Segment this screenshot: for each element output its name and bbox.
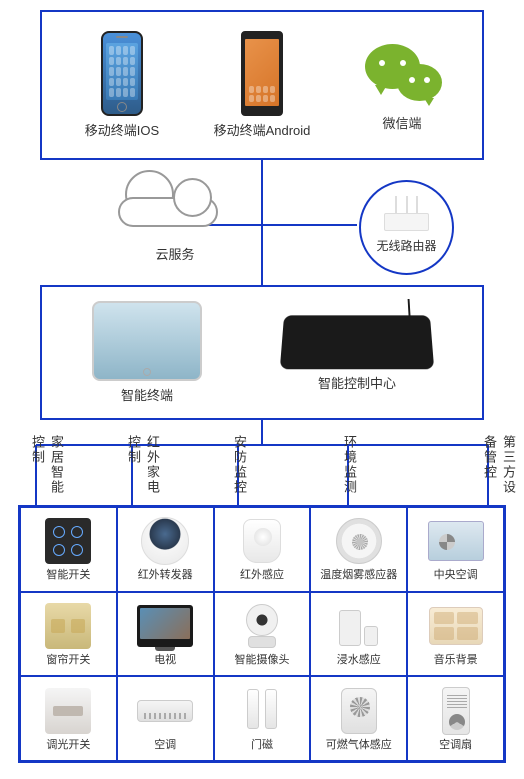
pir-icon <box>243 519 281 563</box>
cell-fan: 空调扇 <box>407 676 504 761</box>
cell-curtain: 窗帘开关 <box>20 592 117 677</box>
smart-terminal: 智能终端 <box>92 301 202 404</box>
gas-sensor-icon <box>341 688 377 734</box>
cloud-icon <box>110 180 230 230</box>
client-ios: 移动终端IOS <box>57 31 187 139</box>
tablet-icon <box>92 301 202 381</box>
curtain-label: 窗帘开关 <box>46 654 90 666</box>
door-sensor-icon <box>247 689 277 733</box>
cell-camera: 智能摄像头 <box>214 592 311 677</box>
client-android: 移动终端Android <box>197 31 327 139</box>
gateway-panel: 智能终端 智能控制中心 <box>40 285 484 420</box>
cell-smart-switch: 智能开关 <box>20 507 117 592</box>
door-label: 门磁 <box>251 739 273 751</box>
ios-label: 移动终端IOS <box>85 120 159 139</box>
music-icon <box>429 607 483 645</box>
cat-ir: 红外家电控制 <box>124 435 162 500</box>
router-label: 无线路由器 <box>376 237 436 254</box>
cell-hvac: 中央空调 <box>407 507 504 592</box>
water-label: 浸水感应 <box>337 654 381 666</box>
clients-panel: 移动终端IOS 移动终端Android 微信端 <box>40 10 484 160</box>
ir-hub-label: 红外转发器 <box>138 569 193 581</box>
dimmer-label: 调光开关 <box>46 739 90 751</box>
ios-phone-icon <box>101 31 143 116</box>
cell-water: 浸水感应 <box>310 592 407 677</box>
control-box-icon <box>280 315 434 369</box>
hvac-label: 中央空调 <box>434 569 478 581</box>
gas-label: 可燃气体感应 <box>326 739 392 751</box>
tv-label: 电视 <box>154 654 176 666</box>
device-grid: 智能开关 红外转发器 红外感应 温度烟雾感应器 中央空调 窗帘开关 电视 智能摄… <box>18 505 506 763</box>
router-node: 无线路由器 <box>359 180 454 275</box>
smoke-label: 温度烟雾感应器 <box>320 569 397 581</box>
tablet-label: 智能终端 <box>121 385 173 404</box>
cell-pir: 红外感应 <box>214 507 311 592</box>
cat-home: 家居智能控制 <box>28 435 66 500</box>
ac-icon <box>137 700 193 722</box>
dimmer-icon <box>45 688 91 734</box>
cat-env: 环境监测 <box>340 435 359 495</box>
cell-music: 音乐背景 <box>407 592 504 677</box>
pir-label: 红外感应 <box>240 569 284 581</box>
smoke-icon <box>336 518 382 564</box>
curtain-switch-icon <box>45 603 91 649</box>
ir-hub-icon <box>141 517 189 565</box>
cell-tv: 电视 <box>117 592 214 677</box>
smart-switch-icon <box>45 518 91 564</box>
cell-smoke: 温度烟雾感应器 <box>310 507 407 592</box>
controller-label: 智能控制中心 <box>318 373 396 392</box>
cat-security: 安防监控 <box>230 435 249 495</box>
wechat-icon <box>357 39 447 109</box>
hvac-icon <box>428 521 484 561</box>
cell-dimmer: 调光开关 <box>20 676 117 761</box>
wechat-label: 微信端 <box>382 113 421 132</box>
cell-door: 门磁 <box>214 676 311 761</box>
category-labels: 家居智能控制 红外家电控制 安防监控 环境监测 第三方设备管控 <box>0 435 524 500</box>
cloud-row: 云服务 无线路由器 <box>0 180 524 260</box>
control-center: 智能控制中心 <box>282 314 432 392</box>
cloud-service: 云服务 <box>110 180 240 245</box>
router-icon <box>384 213 429 231</box>
tv-icon <box>137 605 193 647</box>
client-wechat: 微信端 <box>337 39 467 132</box>
fan-icon <box>442 687 470 735</box>
camera-icon <box>242 604 282 648</box>
smart-switch-label: 智能开关 <box>46 569 90 581</box>
android-phone-icon <box>241 31 283 116</box>
cell-ac: 空调 <box>117 676 214 761</box>
cell-gas: 可燃气体感应 <box>310 676 407 761</box>
ac-label: 空调 <box>154 739 176 751</box>
camera-label: 智能摄像头 <box>234 654 289 666</box>
cell-ir-hub: 红外转发器 <box>117 507 214 592</box>
fan-label: 空调扇 <box>439 739 472 751</box>
android-label: 移动终端Android <box>214 120 311 139</box>
music-label: 音乐背景 <box>434 654 478 666</box>
cat-3rd: 第三方设备管控 <box>480 435 518 500</box>
water-sensor-icon <box>337 606 381 646</box>
cloud-label: 云服务 <box>110 244 240 263</box>
